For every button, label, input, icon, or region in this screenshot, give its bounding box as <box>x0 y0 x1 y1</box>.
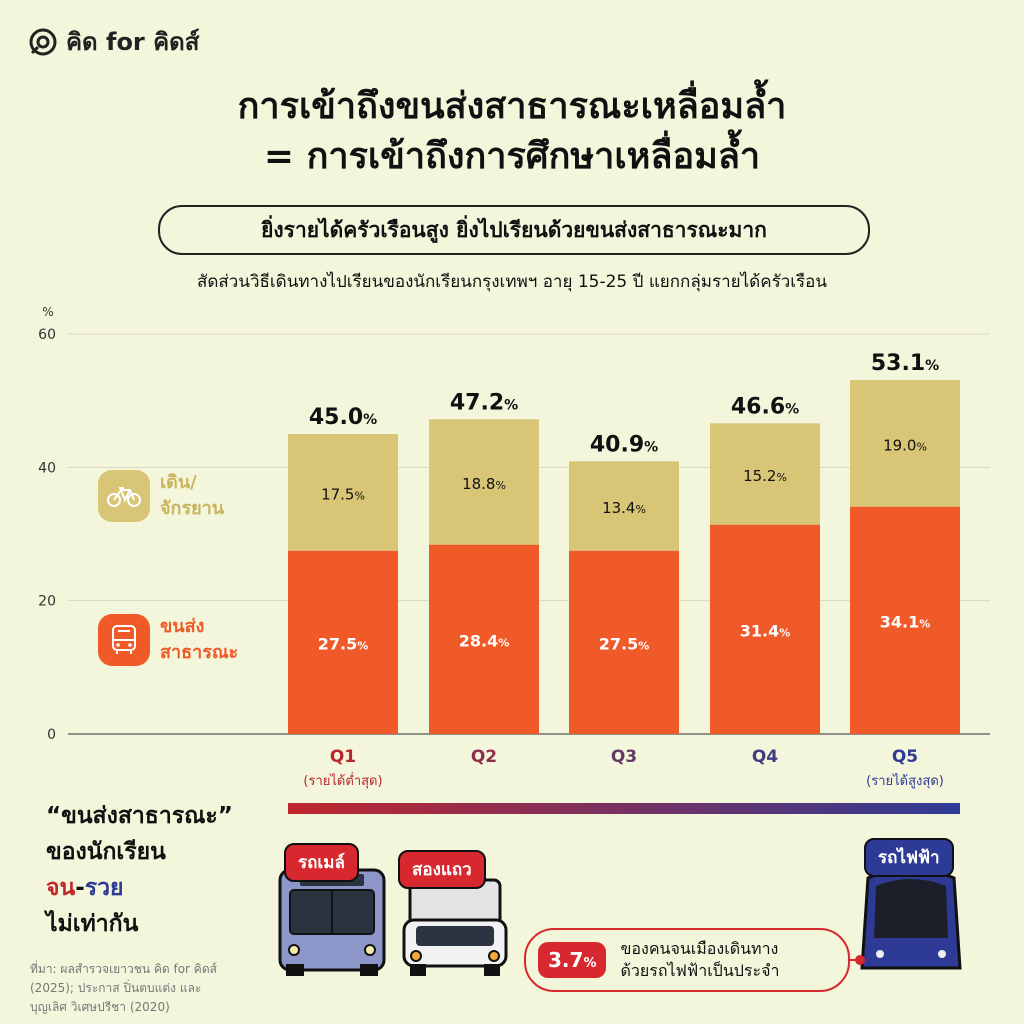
bar-walk-bike-Q3 <box>569 461 679 551</box>
rich-word: รวย <box>84 875 124 901</box>
dash: - <box>75 875 85 901</box>
bottom-line-4: ไม่เท่ากัน <box>46 911 139 937</box>
page-title: การเข้าถึงขนส่งสาธารณะเหลื่อมล้ำ = การเข… <box>0 82 1024 182</box>
value-label-public-transport-Q5: 34.1% <box>880 612 931 631</box>
stat-value: 3.7 <box>548 948 584 972</box>
y-tick-label-20: 20 <box>38 594 56 610</box>
skytrain-label-badge: รถไฟฟ้า <box>864 838 954 877</box>
source-line-3: บุญเลิศ วิเศษปรีชา (2020) <box>30 1000 170 1014</box>
total-label-Q4: 46.6% <box>731 394 799 419</box>
y-tick-label-60: 60 <box>38 327 56 343</box>
value-label-walk-bike-Q2: 18.8% <box>462 475 506 493</box>
value-label-public-transport-Q1: 27.5% <box>318 634 369 653</box>
stat-line-1: ของคนจนเมืองเดินทาง <box>620 939 779 958</box>
bar-public-transport-Q5 <box>850 506 960 734</box>
category-label-Q4: Q4 <box>752 747 778 767</box>
total-label-Q2: 47.2% <box>450 390 518 415</box>
category-label-Q5: Q5 <box>892 747 918 767</box>
walk-bike-legend-swatch <box>98 470 150 522</box>
songthaew-label-badge: สองแถว <box>398 850 486 889</box>
stat-text: ของคนจนเมืองเดินทาง ด้วยรถไฟฟ้าเป็นประจำ <box>620 938 779 982</box>
title-line-1: การเข้าถึงขนส่งสาธารณะเหลื่อมล้ำ <box>237 86 787 127</box>
bar-public-transport-Q2 <box>429 544 539 734</box>
value-label-public-transport-Q2: 28.4% <box>459 631 510 650</box>
bar-walk-bike-Q2 <box>429 419 539 545</box>
public-transport-legend-swatch <box>98 614 150 666</box>
value-label-walk-bike-Q5: 19.0% <box>883 436 927 454</box>
y-axis-unit: % <box>42 305 53 319</box>
category-label-Q2: Q2 <box>471 747 497 767</box>
value-label-public-transport-Q4: 31.4% <box>740 621 791 640</box>
category-label-Q3: Q3 <box>611 747 637 767</box>
value-label-public-transport-Q3: 27.5% <box>599 634 650 653</box>
subtitle: ยิ่งรายได้ครัวเรือนสูง ยิ่งไปเรียนด้วยขน… <box>261 217 767 242</box>
stat-unit: % <box>583 956 597 971</box>
bar-public-transport-Q3 <box>569 550 679 734</box>
chart-caption: สัดส่วนวิธีเดินทางไปเรียนของนักเรียนกรุง… <box>196 272 828 292</box>
income-gradient-bar <box>288 803 960 814</box>
skytrain-illustration <box>860 867 962 970</box>
category-note-Q1: (รายได้ต่ำสุด) <box>303 772 382 789</box>
stat-connector <box>848 955 865 965</box>
bottom-line-3: จน-รวย <box>46 870 233 906</box>
subtitle-pill: ยิ่งรายได้ครัวเรือนสูง ยิ่งไปเรียนด้วยขน… <box>158 205 870 255</box>
bus-and-songthaew-illustration <box>278 868 508 976</box>
stat-callout: 3.7% ของคนจนเมืองเดินทาง ด้วยรถไฟฟ้าเป็น… <box>524 928 850 992</box>
total-label-Q5: 53.1% <box>871 351 939 376</box>
walk-bike-legend-label: เดิน/ จักรยาน <box>160 470 224 522</box>
logo: คิด for คิดส์ <box>28 22 199 61</box>
value-label-walk-bike-Q3: 13.4% <box>602 499 646 517</box>
bottom-line-1: “ขนส่งสาธารณะ” <box>46 803 233 829</box>
walk-bike-legend-line1: เดิน/ <box>160 472 197 493</box>
source-line-1: ที่มา: ผลสำรวจเยาวชน คิด for คิดส์ <box>30 962 217 976</box>
category-note-Q5: (รายได้สูงสุด) <box>866 773 944 789</box>
total-label-Q1: 45.0% <box>309 405 377 430</box>
public-transport-legend-label: ขนส่ง สาธารณะ <box>160 614 238 666</box>
public-transport-legend-line2: สาธารณะ <box>160 642 239 663</box>
bar-public-transport-Q1 <box>288 550 398 734</box>
category-label-Q1: Q1 <box>330 747 356 767</box>
value-label-walk-bike-Q4: 15.2% <box>743 467 787 485</box>
bar-walk-bike-Q4 <box>710 423 820 525</box>
title-line-2: = การเข้าถึงการศึกษาเหลื่อมล้ำ <box>263 136 761 177</box>
bicycle-icon <box>107 487 141 507</box>
bar-public-transport-Q4 <box>710 524 820 734</box>
total-label-Q3: 40.9% <box>590 432 658 457</box>
logo-text: คิด for คิดส์ <box>66 28 200 56</box>
bar-walk-bike-Q5 <box>850 380 960 507</box>
bar-walk-bike-Q1 <box>288 434 398 551</box>
poor-word: จน <box>46 875 76 901</box>
bus-icon <box>112 625 136 654</box>
stat-value-badge: 3.7% <box>538 942 607 978</box>
bus-label-badge: รถเมล์ <box>284 843 359 882</box>
bottom-headline: “ขนส่งสาธารณะ” ของนักเรียน จน-รวย ไม่เท่… <box>46 798 233 942</box>
stat-line-2: ด้วยรถไฟฟ้าเป็นประจำ <box>620 961 780 980</box>
source-line-2: (2025); ประกาส ปิ่นตบแต่ง และ <box>30 981 202 995</box>
bottom-line-2: ของนักเรียน <box>46 839 166 865</box>
value-label-walk-bike-Q1: 17.5% <box>321 485 365 503</box>
y-tick-label-0: 0 <box>47 727 56 743</box>
logo-icon <box>29 28 57 55</box>
public-transport-legend-line1: ขนส่ง <box>160 616 205 637</box>
source-note: ที่มา: ผลสำรวจเยาวชน คิด for คิดส์ (2025… <box>30 960 217 1017</box>
y-tick-label-40: 40 <box>38 460 56 476</box>
walk-bike-legend-line2: จักรยาน <box>160 498 225 519</box>
